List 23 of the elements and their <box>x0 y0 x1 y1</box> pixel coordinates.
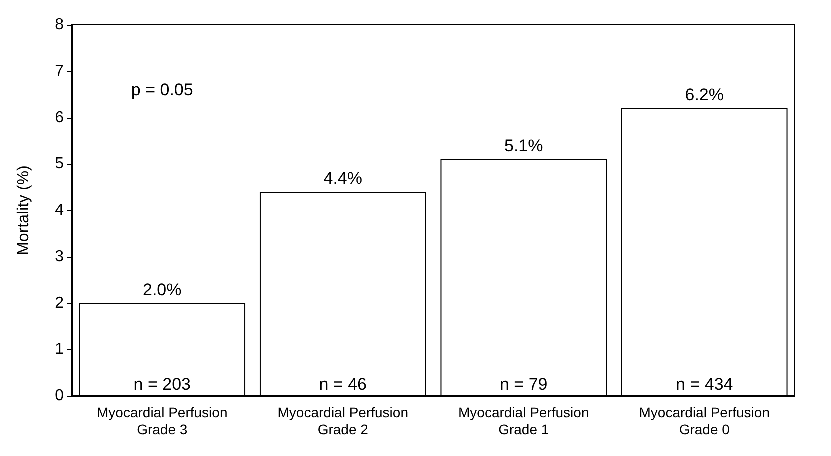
annotation: n = 79 <box>500 375 548 394</box>
y-tick-label: 8 <box>55 16 64 34</box>
x-tick-label: Myocardial Perfusion Grade 3 <box>97 404 228 438</box>
annotation: n = 434 <box>676 375 734 394</box>
y-tick-label: 0 <box>55 388 64 404</box>
y-tick-label: 1 <box>55 341 64 358</box>
data-label: 2.0% <box>143 280 182 300</box>
x-tick-label: Myocardial Perfusion Grade 0 <box>639 404 770 438</box>
annotation: n = 203 <box>134 375 191 394</box>
y-tick-label: 4 <box>55 202 64 219</box>
annotation: p = 0.05 <box>131 80 194 100</box>
data-label: 6.2% <box>685 85 724 104</box>
y-tick-label: 3 <box>55 248 64 266</box>
y-tick-label: 2 <box>55 294 64 312</box>
y-tick-label: 7 <box>55 62 64 80</box>
data-label: 4.4% <box>324 168 362 188</box>
x-tick-label: Myocardial Perfusion Grade 2 <box>278 404 408 438</box>
y-axis-title: Mortality (%) <box>16 166 32 256</box>
data-label: 5.1% <box>504 136 544 156</box>
y-tick-label: 5 <box>55 156 64 173</box>
y-tick-label: 6 <box>55 109 64 126</box>
annotation: n = 46 <box>319 375 367 394</box>
x-tick-label: Myocardial Perfusion Grade 1 <box>458 404 590 438</box>
